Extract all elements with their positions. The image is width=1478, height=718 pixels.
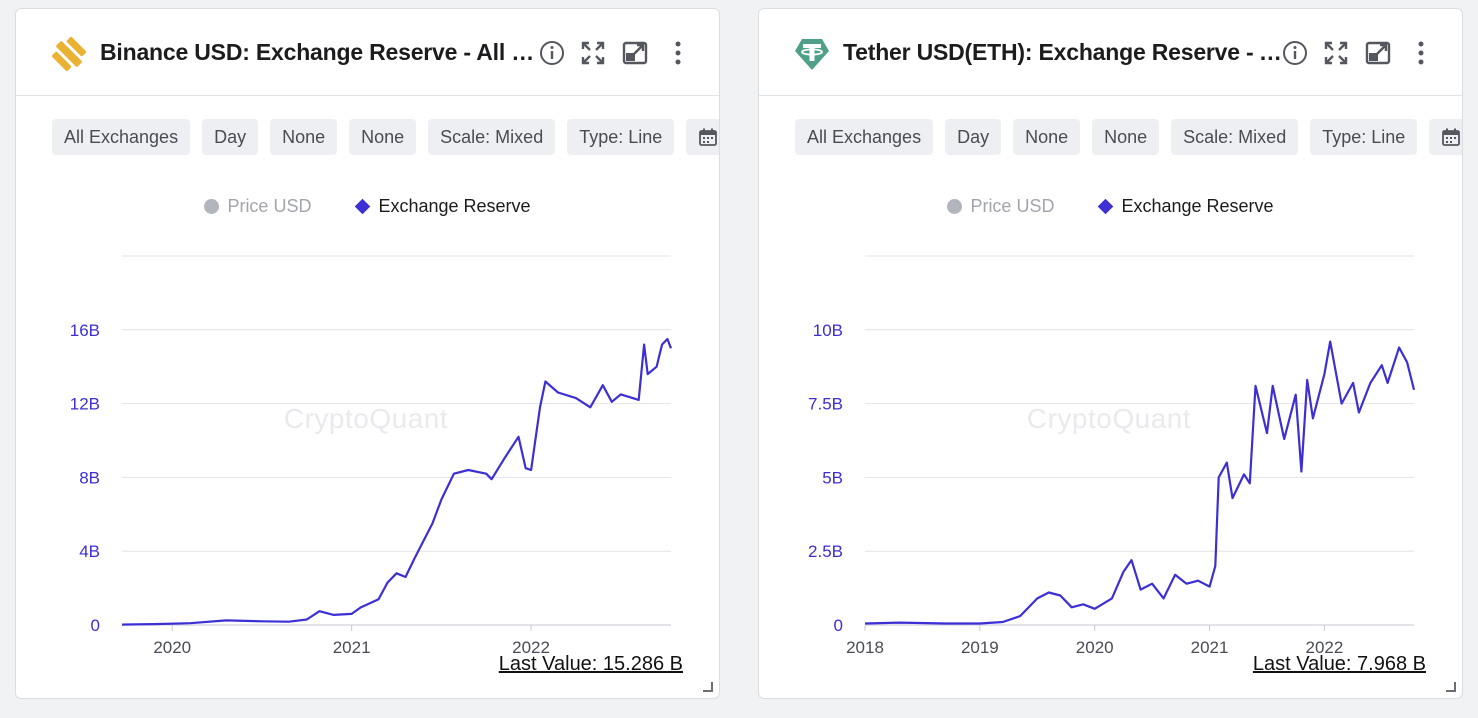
y-tick-label: 16B [70, 321, 100, 340]
chart-legend: Price USD Exchange Reserve [759, 195, 1462, 217]
x-tick-label: 2022 [512, 638, 550, 654]
last-value-link[interactable]: Last Value: 7.968 B [1252, 653, 1426, 675]
calendar-icon [1442, 128, 1461, 146]
legend-label-price: Price USD [970, 195, 1055, 216]
info-icon[interactable] [538, 39, 566, 67]
legend-dot-icon [947, 198, 963, 214]
overlay-select[interactable]: None [1092, 119, 1160, 155]
interval-select[interactable]: Day [202, 119, 259, 155]
indicator-select[interactable]: None [1013, 119, 1081, 155]
x-tick-label: 2022 [1306, 638, 1344, 654]
chart-panel-tether-usd: Tether USD(ETH): Exchange Reserve - All … [758, 8, 1463, 699]
y-tick-label: 10B [813, 321, 843, 340]
date-range-button[interactable] [1429, 119, 1462, 155]
series-line-exchange-reserve [864, 340, 1416, 625]
y-tick-label: 0 [834, 616, 843, 635]
chart-toolbar: All Exchanges Day None None Scale: Mixed… [795, 119, 1462, 155]
scale-select[interactable]: Scale: Mixed [428, 119, 556, 155]
legend-item-reserve[interactable]: Exchange Reserve [355, 195, 531, 217]
exchange-select[interactable]: All Exchanges [52, 119, 191, 155]
popout-icon[interactable] [621, 39, 649, 67]
x-tick-label: 2021 [333, 638, 371, 654]
legend-item-reserve[interactable]: Exchange Reserve [1098, 195, 1274, 217]
scale-select[interactable]: Scale: Mixed [1171, 119, 1299, 155]
tether-logo-icon [795, 39, 829, 70]
resize-handle-icon[interactable] [1444, 680, 1456, 692]
expand-icon[interactable] [1322, 39, 1350, 67]
panel-title: Tether USD(ETH): Exchange Reserve - All … [843, 39, 1283, 65]
y-tick-label: 4B [79, 542, 100, 561]
legend-label-reserve: Exchange Reserve [1121, 195, 1274, 216]
y-tick-label: 2.5B [808, 542, 843, 561]
legend-diamond-icon [1098, 198, 1114, 214]
type-select[interactable]: Type: Line [1310, 119, 1418, 155]
calendar-icon [699, 128, 718, 146]
expand-icon[interactable] [579, 39, 607, 67]
legend-diamond-icon [355, 198, 371, 214]
popout-icon[interactable] [1364, 39, 1392, 67]
indicator-select[interactable]: None [270, 119, 338, 155]
binance-usd-logo-icon [51, 36, 87, 72]
x-tick-label: 2018 [846, 638, 884, 654]
y-tick-label: 12B [70, 395, 100, 414]
legend-dot-icon [204, 198, 220, 214]
panel-header: Binance USD: Exchange Reserve - All Exch… [16, 9, 719, 96]
x-tick-label: 2021 [1191, 638, 1229, 654]
last-value-link[interactable]: Last Value: 15.286 B [498, 653, 683, 675]
more-options-icon[interactable] [664, 39, 692, 67]
info-icon[interactable] [1281, 39, 1309, 67]
more-options-icon[interactable] [1407, 39, 1435, 67]
resize-handle-icon[interactable] [701, 680, 713, 692]
x-tick-label: 2019 [961, 638, 999, 654]
y-tick-label: 7.5B [808, 395, 843, 414]
series-line-exchange-reserve [121, 337, 673, 626]
panel-header: Tether USD(ETH): Exchange Reserve - All … [759, 9, 1462, 96]
x-tick-label: 2020 [153, 638, 191, 654]
y-tick-label: 5B [822, 468, 843, 487]
date-range-button[interactable] [686, 119, 719, 155]
legend-item-price[interactable]: Price USD [204, 195, 311, 217]
y-tick-label: 0 [91, 616, 100, 635]
legend-item-price[interactable]: Price USD [947, 195, 1054, 217]
chart-toolbar: All Exchanges Day None None Scale: Mixed… [52, 119, 719, 155]
line-chart: 0 2.5B 5B 7.5B 10B 2018 2019 2020 2021 2022 [808, 255, 1416, 654]
legend-label-price: Price USD [227, 195, 312, 216]
exchange-select[interactable]: All Exchanges [795, 119, 934, 155]
chart-panel-binance-usd: Binance USD: Exchange Reserve - All Exch… [15, 8, 720, 699]
type-select[interactable]: Type: Line [567, 119, 675, 155]
y-tick-label: 8B [79, 468, 100, 487]
line-chart: 0 4B 8B 12B 16B 2020 2021 2022 [70, 255, 673, 654]
overlay-select[interactable]: None [349, 119, 417, 155]
panel-title: Binance USD: Exchange Reserve - All Exch… [100, 39, 540, 65]
chart-legend: Price USD Exchange Reserve [16, 195, 719, 217]
legend-label-reserve: Exchange Reserve [378, 195, 531, 216]
interval-select[interactable]: Day [945, 119, 1002, 155]
x-tick-label: 2020 [1076, 638, 1114, 654]
